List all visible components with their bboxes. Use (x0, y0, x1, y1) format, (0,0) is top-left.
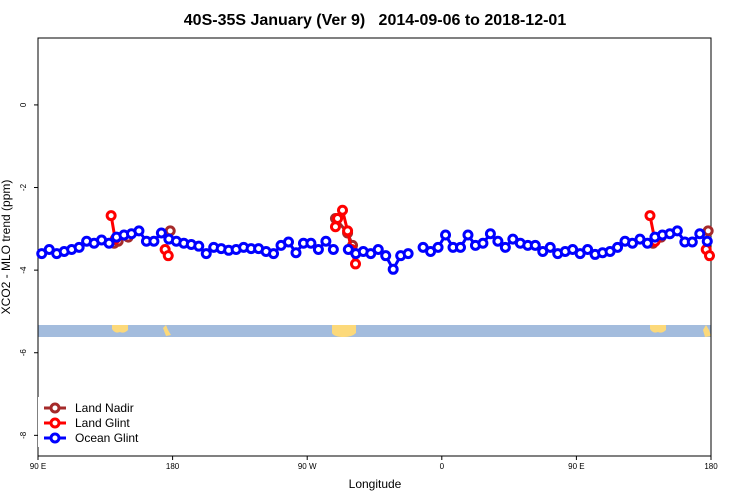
point (462, 229, 474, 241)
point (312, 243, 324, 255)
legend-marker (49, 402, 61, 414)
legend-label: Ocean Glint (75, 431, 139, 445)
x-axis-label: Longitude (349, 477, 402, 491)
point (641, 237, 653, 249)
y-tick-label: -2 (19, 183, 28, 191)
x-tick-label: 90 W (298, 462, 317, 471)
point (387, 263, 399, 275)
point (686, 236, 698, 248)
land (112, 325, 128, 333)
y-tick-label: -6 (19, 349, 28, 357)
x-tick-label: 0 (440, 462, 445, 471)
point (432, 241, 444, 253)
point (290, 247, 302, 259)
point (162, 250, 174, 262)
legend-marker (49, 432, 61, 444)
y-tick-label: 0 (19, 102, 28, 107)
y-tick-label: -8 (19, 431, 28, 439)
point (372, 243, 384, 255)
ocean-band (38, 325, 711, 337)
point (320, 235, 332, 247)
point (73, 241, 85, 253)
point (492, 235, 504, 247)
x-tick-label: 180 (166, 462, 180, 471)
point (671, 225, 683, 237)
point (283, 236, 295, 248)
land (703, 325, 711, 337)
point (336, 204, 348, 216)
point (329, 221, 341, 233)
land (332, 325, 356, 337)
point (105, 210, 117, 222)
point (380, 250, 392, 262)
point (193, 240, 205, 252)
point (701, 235, 713, 247)
point (103, 237, 115, 249)
legend-label: Land Nadir (75, 401, 134, 415)
point (702, 225, 714, 237)
point (148, 235, 160, 247)
point (155, 227, 167, 239)
point (644, 210, 656, 222)
point (704, 250, 716, 262)
point (164, 225, 176, 237)
land (650, 325, 666, 333)
point (544, 241, 556, 253)
x-tick-label: 180 (704, 462, 718, 471)
chart-title: 40S-35S January (Ver 9) 2014-09-06 to 20… (184, 12, 567, 29)
legend-marker (49, 417, 61, 429)
point (612, 241, 624, 253)
point (327, 243, 339, 255)
point (350, 258, 362, 270)
point (499, 241, 511, 253)
point (133, 225, 145, 237)
land (163, 325, 171, 336)
point (268, 248, 280, 260)
point (484, 228, 496, 240)
point (342, 225, 354, 237)
map-strip (38, 325, 711, 337)
x-tick-label: 90 E (30, 462, 46, 471)
legend-label: Land Glint (75, 416, 130, 430)
point (402, 248, 414, 260)
point (200, 248, 212, 260)
point (440, 229, 452, 241)
point (305, 237, 317, 249)
y-tick-label: -4 (19, 266, 28, 274)
point (477, 237, 489, 249)
point (332, 213, 344, 224)
y-axis-label: XCO2 - MLO trend (ppm) (0, 180, 13, 315)
point (454, 241, 466, 253)
point (529, 239, 541, 251)
point (694, 228, 706, 240)
x-tick-label: 90 E (568, 462, 584, 471)
point (582, 243, 594, 255)
